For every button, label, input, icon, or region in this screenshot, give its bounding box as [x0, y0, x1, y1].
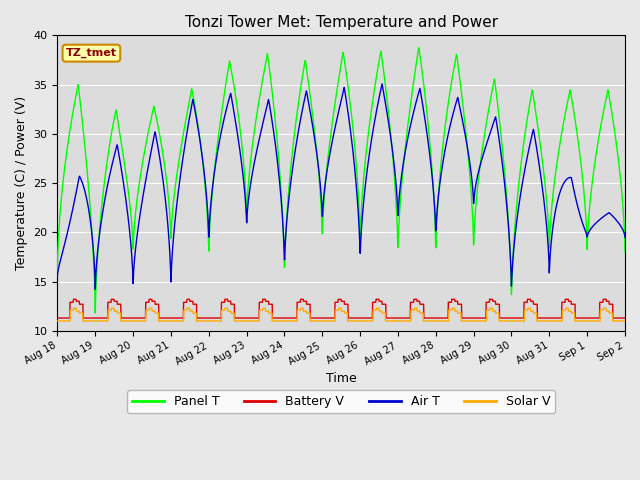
Air T: [588, 226, 595, 231]
Solar V: [506, 318, 514, 324]
Panel T: [415, 45, 423, 50]
Air T: [572, 194, 579, 200]
Panel T: [54, 269, 61, 275]
Solar V: [212, 318, 220, 324]
Battery V: [371, 300, 378, 305]
Solar V: [371, 307, 378, 313]
Battery V: [621, 315, 629, 321]
Battery V: [587, 315, 595, 321]
Line: Battery V: Battery V: [58, 300, 625, 318]
Panel T: [572, 119, 579, 124]
Solar V: [358, 318, 365, 324]
Air T: [507, 259, 515, 265]
Air T: [54, 274, 61, 279]
Solar V: [621, 318, 629, 324]
Text: TZ_tmet: TZ_tmet: [66, 48, 117, 58]
Line: Air T: Air T: [58, 84, 625, 289]
Solar V: [587, 318, 595, 324]
Battery V: [572, 301, 579, 307]
Panel T: [212, 154, 220, 160]
Solar V: [70, 305, 77, 311]
Solar V: [54, 318, 61, 324]
Battery V: [212, 315, 220, 321]
Solar V: [572, 318, 579, 324]
Legend: Panel T, Battery V, Air T, Solar V: Panel T, Battery V, Air T, Solar V: [127, 390, 555, 413]
Battery V: [70, 297, 77, 302]
Y-axis label: Temperature (C) / Power (V): Temperature (C) / Power (V): [15, 96, 28, 270]
Line: Panel T: Panel T: [58, 48, 625, 313]
X-axis label: Time: Time: [326, 372, 356, 385]
Air T: [92, 287, 99, 292]
Air T: [358, 220, 365, 226]
Line: Solar V: Solar V: [58, 308, 625, 321]
Panel T: [507, 263, 515, 268]
Battery V: [54, 315, 61, 321]
Panel T: [588, 190, 595, 195]
Title: Tonzi Tower Met: Temperature and Power: Tonzi Tower Met: Temperature and Power: [184, 15, 498, 30]
Battery V: [506, 315, 514, 321]
Air T: [212, 159, 220, 165]
Panel T: [92, 310, 99, 316]
Panel T: [358, 200, 365, 205]
Air T: [378, 81, 386, 87]
Air T: [371, 121, 378, 127]
Panel T: [371, 88, 378, 94]
Panel T: [621, 249, 629, 255]
Air T: [621, 234, 629, 240]
Battery V: [358, 315, 365, 321]
